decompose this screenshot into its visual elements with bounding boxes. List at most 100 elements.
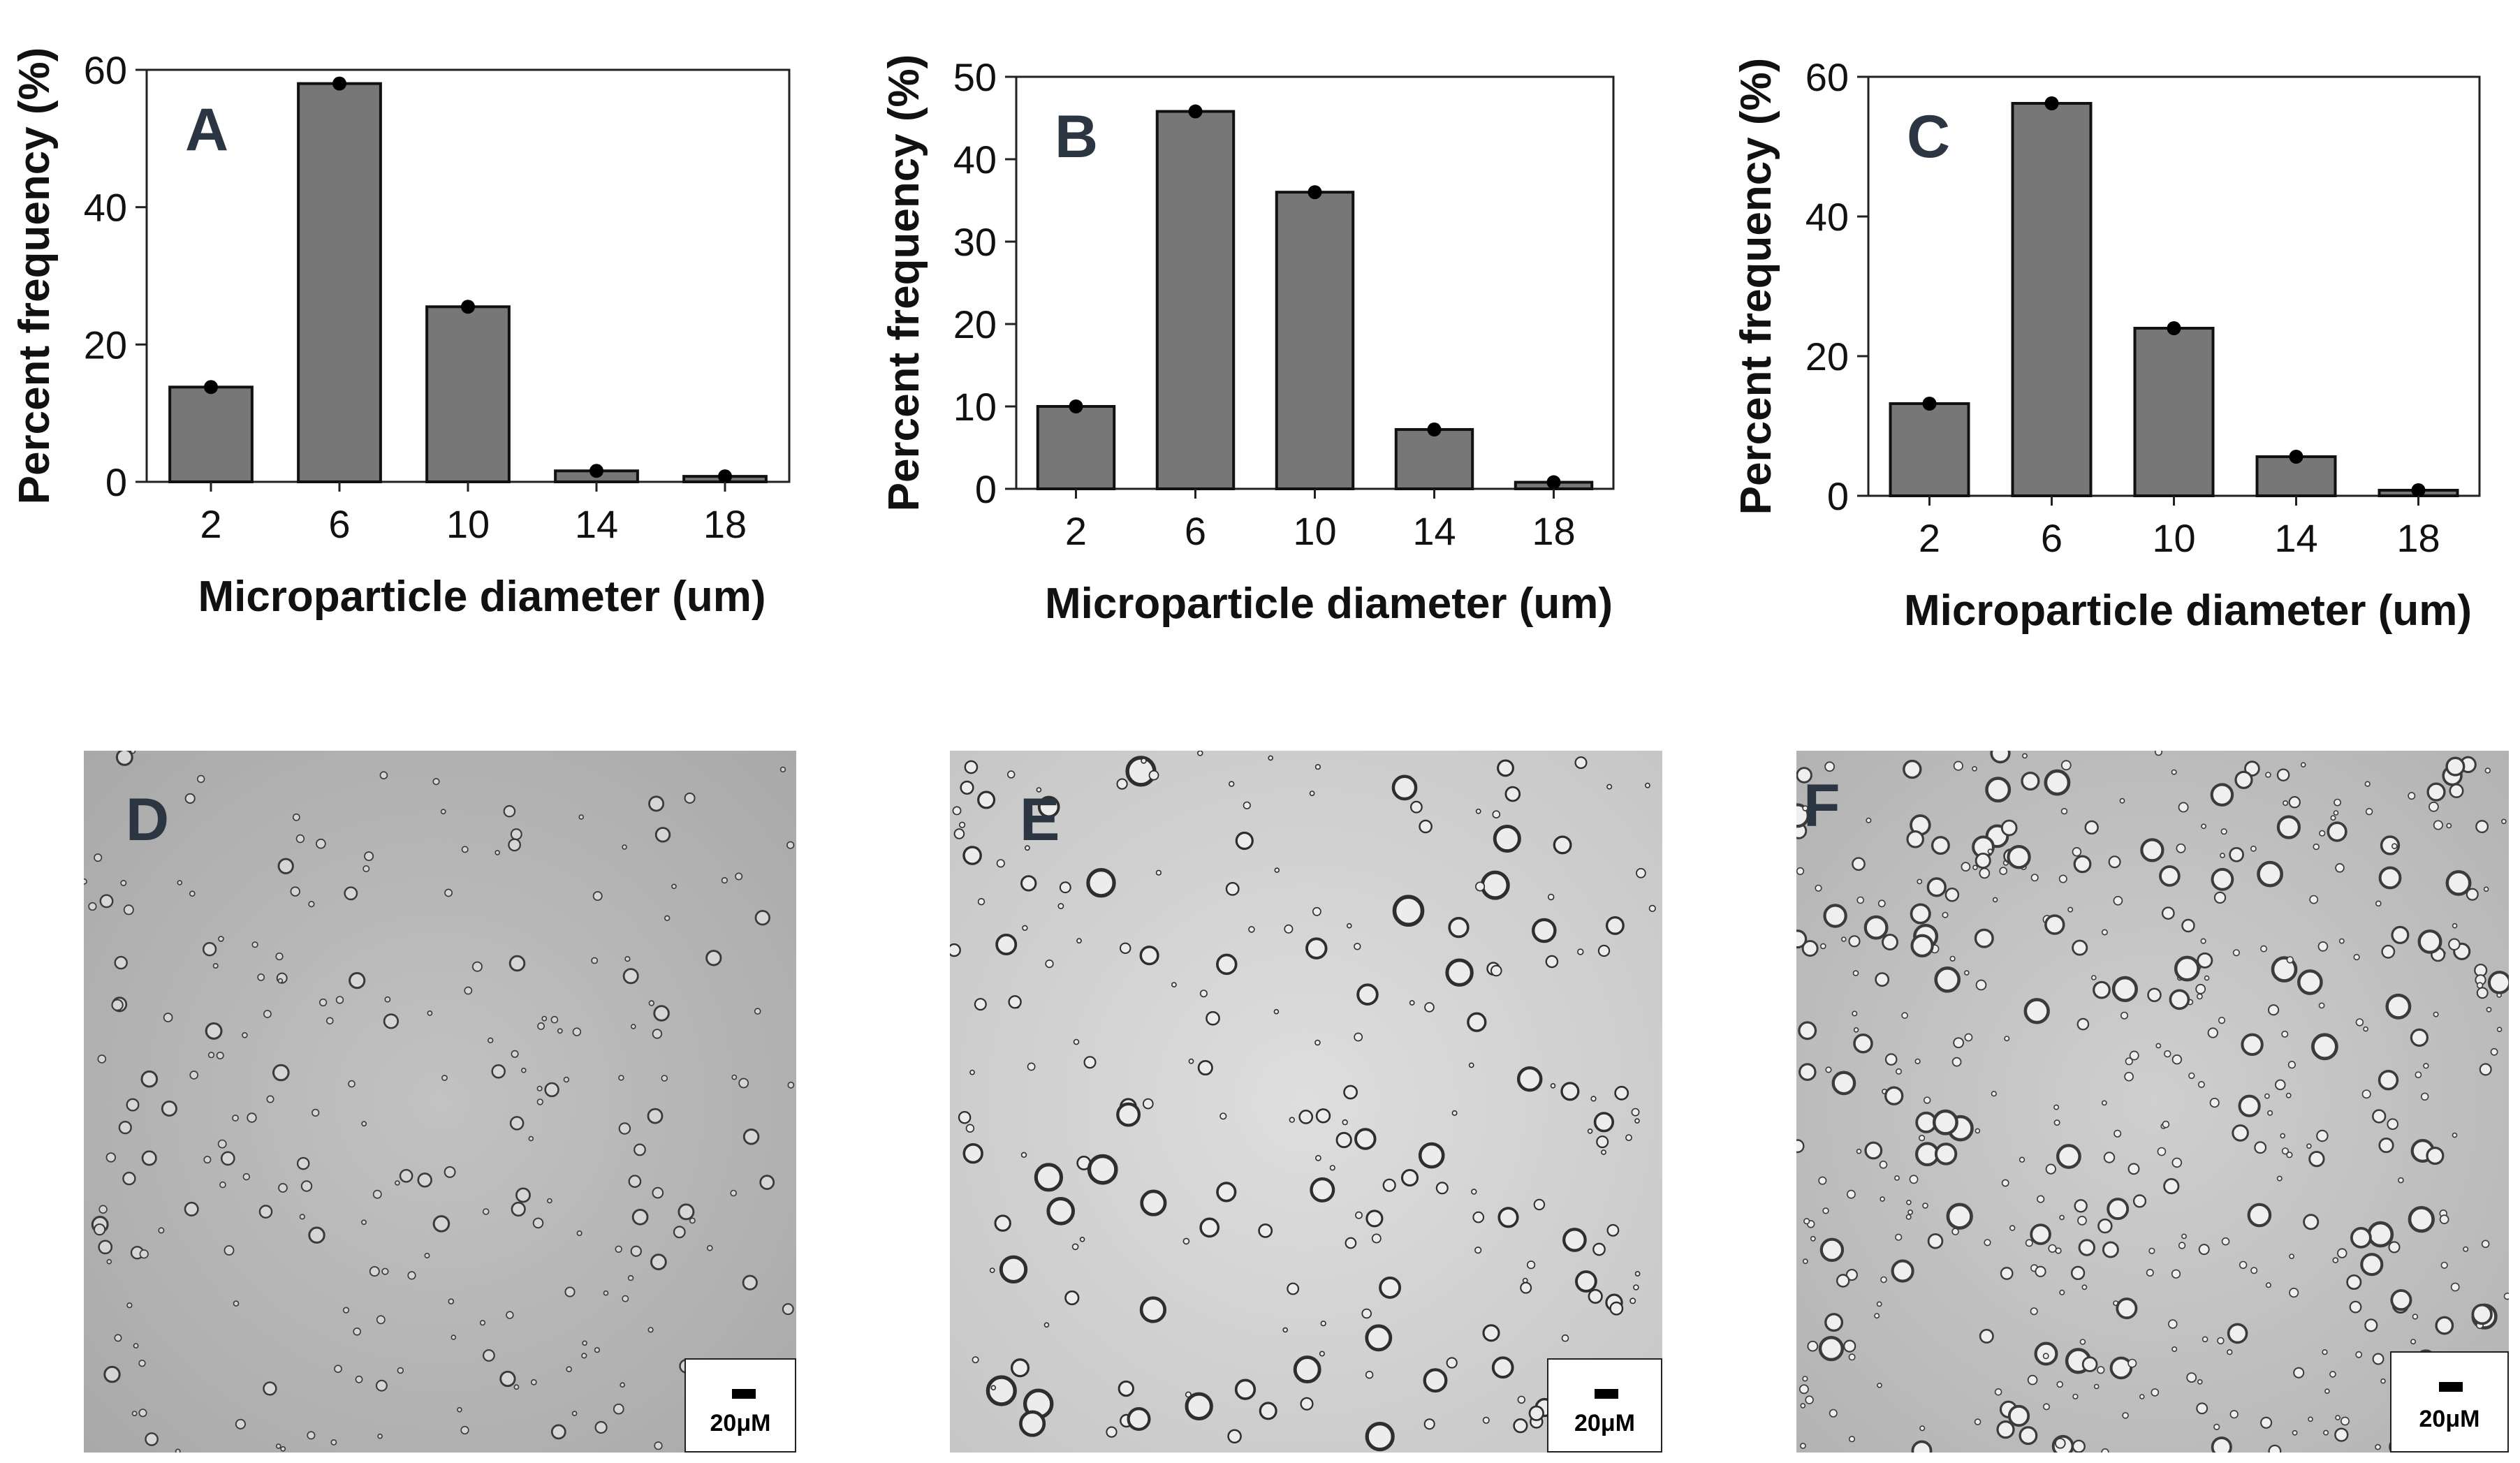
- particle: [2067, 906, 2074, 913]
- particle: [1293, 1355, 1321, 1384]
- particle: [2268, 1004, 2280, 1016]
- particle: [2178, 1242, 2186, 1249]
- particle: [1083, 1056, 1097, 1069]
- micrograph-background: [84, 751, 796, 1453]
- y-tick-label-40: 40: [1805, 195, 1849, 239]
- particle: [1526, 1260, 1536, 1270]
- particle: [603, 1290, 609, 1296]
- particle: [1533, 1198, 1546, 1211]
- particle: [2053, 1104, 2060, 1110]
- y-tick-label-50: 50: [953, 55, 997, 99]
- particle: [316, 838, 326, 849]
- particle: [1984, 1239, 1991, 1247]
- particle: [2181, 918, 2195, 933]
- particle: [2445, 869, 2472, 896]
- particle: [2055, 1247, 2062, 1254]
- particle: [251, 941, 258, 948]
- particle: [1037, 795, 1060, 818]
- particle: [372, 1189, 382, 1199]
- scale-label-d: 20μM: [710, 1410, 771, 1436]
- particle: [566, 1366, 573, 1373]
- particle: [965, 1124, 975, 1133]
- particle: [564, 1286, 576, 1297]
- particle: [1342, 1119, 1348, 1126]
- particle: [1561, 1334, 1569, 1342]
- particle: [97, 1054, 107, 1064]
- bar-14: [1394, 428, 1474, 490]
- particle: [2264, 1093, 2270, 1099]
- y-tick-label-60: 60: [1805, 55, 1849, 99]
- particle: [432, 778, 440, 786]
- particle: [1802, 1258, 1808, 1265]
- scale-box-f: 20μM: [2390, 1351, 2509, 1453]
- particle: [471, 961, 483, 972]
- particle: [1799, 1384, 1809, 1395]
- particle: [1866, 817, 1872, 823]
- particle: [515, 1187, 531, 1203]
- particle: [2239, 1260, 2248, 1270]
- particle: [2375, 900, 2382, 907]
- particle: [1906, 830, 1924, 848]
- particle: [1022, 925, 1028, 932]
- particle: [511, 1050, 519, 1058]
- particle: [2054, 1437, 2066, 1449]
- particle: [2178, 802, 2189, 813]
- particle: [2181, 1233, 2187, 1240]
- particle: [2081, 1284, 2088, 1291]
- particle: [1418, 1142, 1445, 1169]
- particle: [2213, 891, 2227, 904]
- particle: [203, 1156, 212, 1164]
- particle: [233, 1300, 240, 1307]
- particle: [618, 1122, 631, 1135]
- particle: [1992, 897, 1998, 903]
- particle: [615, 1245, 622, 1253]
- particle: [217, 1139, 227, 1149]
- particle: [202, 942, 217, 957]
- particle: [2452, 1132, 2458, 1138]
- particle: [93, 1223, 106, 1236]
- particle: [1577, 948, 1584, 955]
- particle: [2171, 1157, 2183, 1168]
- particle: [1284, 924, 1294, 934]
- particle: [2157, 1147, 2167, 1156]
- particle: [2408, 1205, 2435, 1233]
- chart-b: 2 6 10 14 18 0 10 20 30 40 50 Microparticle diamete…: [880, 54, 1615, 628]
- particle: [953, 828, 965, 839]
- particle: [2479, 1063, 2492, 1076]
- particle: [1975, 979, 1987, 991]
- particle: [1818, 1176, 1827, 1185]
- particle: [648, 1000, 654, 1006]
- particle: [2408, 792, 2416, 800]
- particle: [1553, 835, 1572, 855]
- particle: [537, 1022, 545, 1030]
- data-point-14: [1427, 422, 1442, 437]
- particle: [450, 1335, 457, 1340]
- particle: [1298, 1110, 1314, 1124]
- particle: [1234, 1379, 1257, 1400]
- particle: [1547, 893, 1555, 901]
- particle: [1079, 1236, 1085, 1242]
- data-point-18: [718, 469, 732, 484]
- particle: [120, 880, 127, 887]
- particle: [1059, 881, 1071, 894]
- particle: [557, 1028, 563, 1034]
- particle: [1906, 1199, 1912, 1205]
- particle: [1974, 1418, 1981, 1425]
- particle: [2056, 1144, 2081, 1169]
- particle: [2350, 1227, 2372, 1249]
- particle: [2360, 1253, 2384, 1277]
- particle: [630, 1024, 636, 1029]
- particle: [1841, 936, 1847, 942]
- particle: [1924, 1096, 1931, 1104]
- particle: [2198, 1244, 2210, 1256]
- particle: [1139, 1296, 1167, 1323]
- particle: [139, 1249, 149, 1259]
- particle: [2210, 783, 2234, 807]
- particle: [536, 1098, 543, 1105]
- data-point-10: [1307, 185, 1322, 200]
- particle: [1532, 918, 1557, 943]
- particle: [1027, 1062, 1036, 1071]
- particle: [98, 1240, 113, 1255]
- particle: [2415, 1071, 2422, 1078]
- particle: [2309, 895, 2319, 904]
